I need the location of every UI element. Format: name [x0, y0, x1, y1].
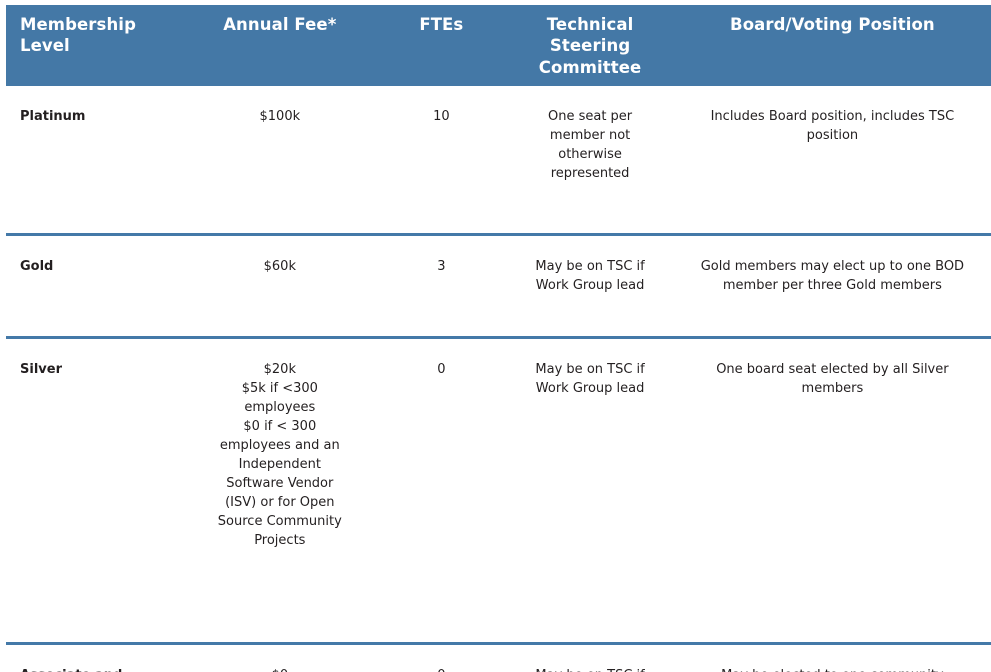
- table-header: Membership Level Annual Fee* FTEs Techni…: [6, 5, 991, 86]
- cell-tsc-gold: May be on TSC if Work Group lead: [506, 234, 674, 339]
- cell-level-platinum: Platinum: [6, 86, 184, 236]
- cell-board-silver: One board seat elected by all Silver mem…: [673, 337, 991, 645]
- column-header-technical-steering-committee: Technical Steering Committee: [506, 5, 674, 86]
- fee-line-small-org: $5k if <300 employees: [241, 380, 318, 415]
- cell-fee-platinum: $100k: [183, 86, 377, 236]
- cell-ftes-associate-and-academic: 0: [376, 643, 507, 672]
- fee-line-base: $20k: [263, 362, 296, 377]
- cell-tsc-associate-and-academic: May be on TSC if Work Group lead: [506, 643, 674, 672]
- column-header-board-voting-position: Board/Voting Position: [673, 5, 991, 86]
- cell-level-gold: Gold: [6, 234, 184, 339]
- table-header-row: Membership Level Annual Fee* FTEs Techni…: [6, 5, 991, 86]
- table-row-associate-and-academic: Associate and Academic $0 0 May be on TS…: [6, 643, 991, 672]
- column-header-ftes: FTEs: [376, 5, 507, 86]
- fee-line-isv: $0 if < 300 employees and an Independent…: [217, 418, 342, 548]
- cell-board-gold: Gold members may elect up to one BOD mem…: [673, 234, 991, 339]
- cell-level-silver: Silver: [6, 337, 184, 645]
- cell-tsc-platinum: One seat per member not otherwise repres…: [506, 86, 674, 236]
- table-body: Platinum $100k 10 One seat per member no…: [6, 86, 991, 672]
- cell-ftes-gold: 3: [376, 234, 507, 339]
- cell-fee-gold: $60k: [183, 234, 377, 339]
- table-row-silver: Silver $20k $5k if <300 employees $0 if …: [6, 337, 991, 645]
- cell-tsc-silver: May be on TSC if Work Group lead: [506, 337, 674, 645]
- cell-fee-silver: $20k $5k if <300 employees $0 if < 300 e…: [183, 337, 377, 645]
- column-header-annual-fee: Annual Fee*: [183, 5, 377, 86]
- cell-board-platinum: Includes Board position, includes TSC po…: [673, 86, 991, 236]
- cell-fee-associate-and-academic: $0: [183, 643, 377, 672]
- cell-ftes-platinum: 10: [376, 86, 507, 236]
- table-row-gold: Gold $60k 3 May be on TSC if Work Group …: [6, 234, 991, 339]
- cell-board-associate-and-academic: May be elected to one community observer…: [673, 643, 991, 672]
- fee-line-group: $20k $5k if <300 employees $0 if < 300 e…: [211, 361, 348, 551]
- column-header-membership-level: Membership Level: [6, 5, 184, 86]
- cell-level-associate-and-academic: Associate and Academic: [6, 643, 184, 672]
- cell-ftes-silver: 0: [376, 337, 507, 645]
- membership-levels-table: Membership Level Annual Fee* FTEs Techni…: [6, 5, 991, 672]
- table-row-platinum: Platinum $100k 10 One seat per member no…: [6, 86, 991, 236]
